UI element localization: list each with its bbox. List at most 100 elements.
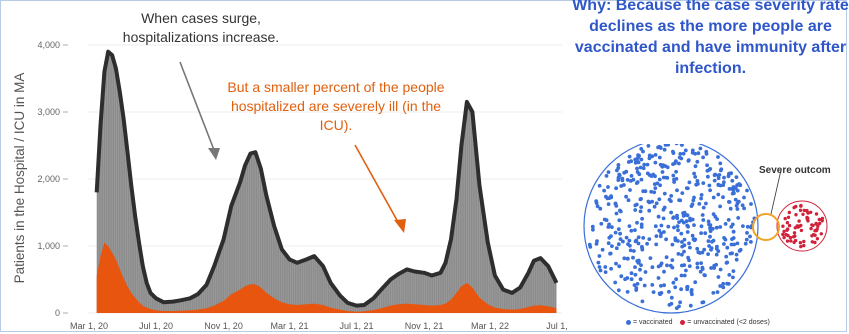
population-dot (805, 208, 809, 213)
population-dot (633, 239, 638, 244)
population-dot (618, 231, 622, 236)
population-dot (731, 269, 736, 273)
population-dot (716, 182, 721, 187)
population-dot (781, 232, 785, 237)
population-dot (639, 205, 644, 209)
population-dot (590, 224, 595, 229)
y-axis-ticks: 0 1,000 2,000 3,000 4,000 (37, 40, 68, 318)
unvaccinated-circle (776, 200, 828, 252)
population-dot (698, 269, 703, 274)
population-dot (637, 259, 641, 264)
population-dot (665, 176, 670, 180)
surge-arrow (179, 61, 215, 151)
population-dot (636, 235, 641, 240)
population-dot (660, 164, 665, 169)
population-dot (738, 183, 743, 188)
population-dot (794, 204, 798, 209)
population-dot (616, 163, 621, 167)
population-dot (634, 286, 639, 290)
population-dot (718, 204, 722, 209)
population-dot (745, 224, 750, 229)
population-dot (640, 299, 645, 304)
population-dot (718, 267, 723, 272)
population-dot (721, 281, 726, 286)
population-dot (625, 256, 630, 261)
population-dot (685, 230, 690, 234)
population-dot (608, 251, 613, 256)
population-dot (594, 201, 599, 205)
surge-arrowhead (208, 148, 220, 160)
population-dot (604, 174, 609, 178)
population-dot (606, 170, 611, 174)
population-dot (679, 287, 683, 292)
population-dot (697, 202, 702, 206)
population-dot (698, 146, 703, 151)
population-dot (703, 231, 708, 236)
population-dot (679, 144, 684, 147)
population-dot (742, 206, 746, 211)
population-dot (591, 227, 595, 232)
population-dot (818, 221, 822, 226)
population-dot (639, 157, 644, 162)
population-dot (622, 256, 627, 261)
unvaccinated-dots (781, 203, 825, 249)
population-dot (600, 247, 605, 252)
population-dot (627, 238, 632, 243)
population-dot (709, 246, 714, 250)
population-dot (657, 177, 662, 182)
population-dot (658, 183, 662, 188)
population-dot (683, 148, 688, 153)
population-dot (690, 202, 695, 207)
population-dot (722, 175, 726, 180)
population-dot (693, 280, 698, 285)
population-dot (781, 224, 785, 228)
population-dot (702, 247, 707, 252)
population-dot (722, 236, 726, 240)
population-dot (692, 171, 696, 176)
population-dot (629, 159, 633, 164)
population-dot (706, 239, 711, 243)
population-dot (674, 169, 678, 174)
population-dot (704, 201, 708, 206)
y-tick-label: 3,000 (37, 107, 60, 117)
population-dot (699, 193, 704, 197)
population-dot (724, 254, 729, 259)
population-dot (711, 291, 716, 295)
population-dot (716, 192, 721, 197)
population-dot (664, 255, 669, 260)
population-dot (666, 224, 671, 229)
population-dot (629, 271, 634, 276)
population-dot (665, 263, 669, 268)
population-dot (659, 223, 664, 228)
population-dot (731, 275, 735, 280)
population-dot (735, 188, 740, 193)
population-dot (714, 262, 718, 267)
population-dot (606, 241, 611, 246)
population-dot (682, 273, 687, 278)
population-dot (628, 188, 632, 192)
population-dot (642, 283, 647, 288)
population-dot (725, 281, 729, 286)
population-dot (662, 283, 666, 288)
population-dot (636, 241, 641, 246)
population-dot (602, 188, 606, 193)
hospital-trend-line (94, 49, 559, 308)
population-dot (616, 288, 621, 293)
population-dot (641, 166, 646, 171)
population-dot (635, 220, 639, 225)
population-dot (664, 237, 668, 242)
population-dot (670, 265, 675, 270)
population-dot (678, 152, 683, 156)
population-dot (708, 188, 712, 193)
population-dot (662, 191, 667, 196)
population-dot (633, 208, 638, 212)
vaccinated-dots (587, 144, 757, 310)
population-dot (638, 277, 643, 282)
population-dot (721, 285, 726, 290)
population-dot (661, 216, 666, 221)
population-dot (706, 174, 710, 179)
population-dot (707, 183, 712, 188)
population-dot (744, 237, 749, 242)
severe-outcome-label: Severe outcom (759, 165, 831, 176)
population-dot (735, 183, 739, 188)
